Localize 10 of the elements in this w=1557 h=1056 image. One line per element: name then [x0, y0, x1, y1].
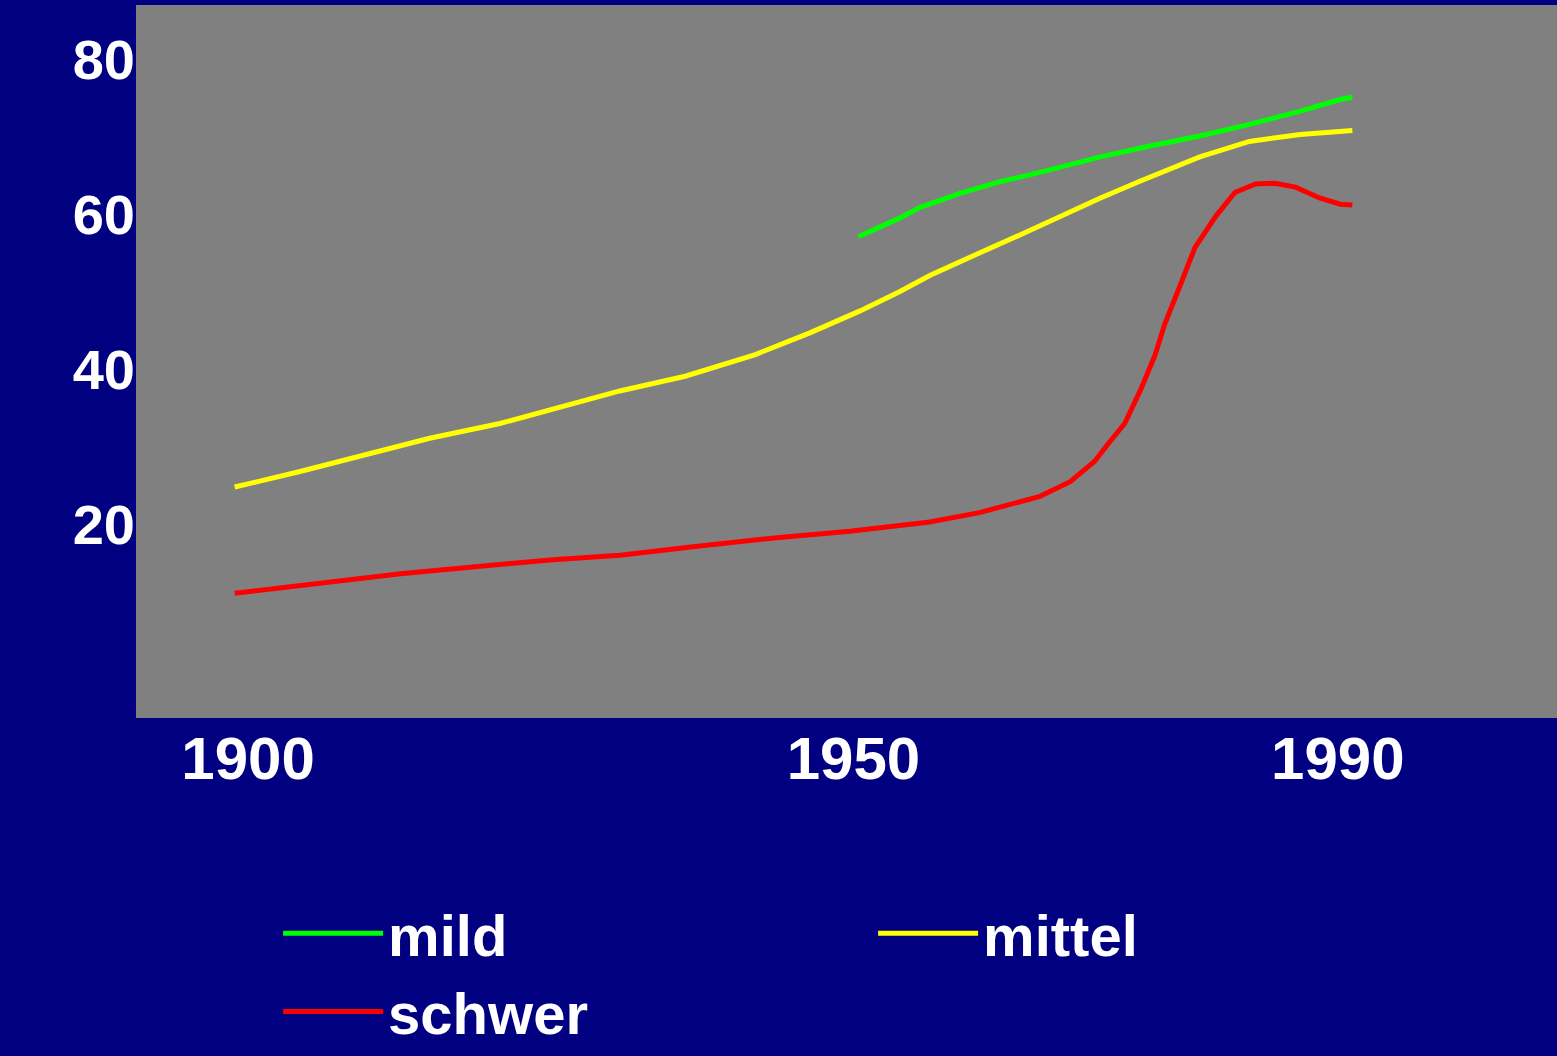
- y-tick-label: 60: [72, 182, 135, 246]
- y-tick-label: 20: [72, 492, 135, 556]
- legend-label: schwer: [388, 981, 588, 1047]
- y-tick-label: 80: [72, 27, 135, 91]
- x-tick-label: 1950: [786, 725, 921, 792]
- x-tick-label: 1990: [1271, 725, 1405, 792]
- x-tick-label: 1900: [181, 725, 315, 792]
- legend-label: mild: [388, 902, 508, 968]
- legend-label: mittel: [983, 902, 1138, 968]
- y-tick-label: 40: [72, 337, 135, 401]
